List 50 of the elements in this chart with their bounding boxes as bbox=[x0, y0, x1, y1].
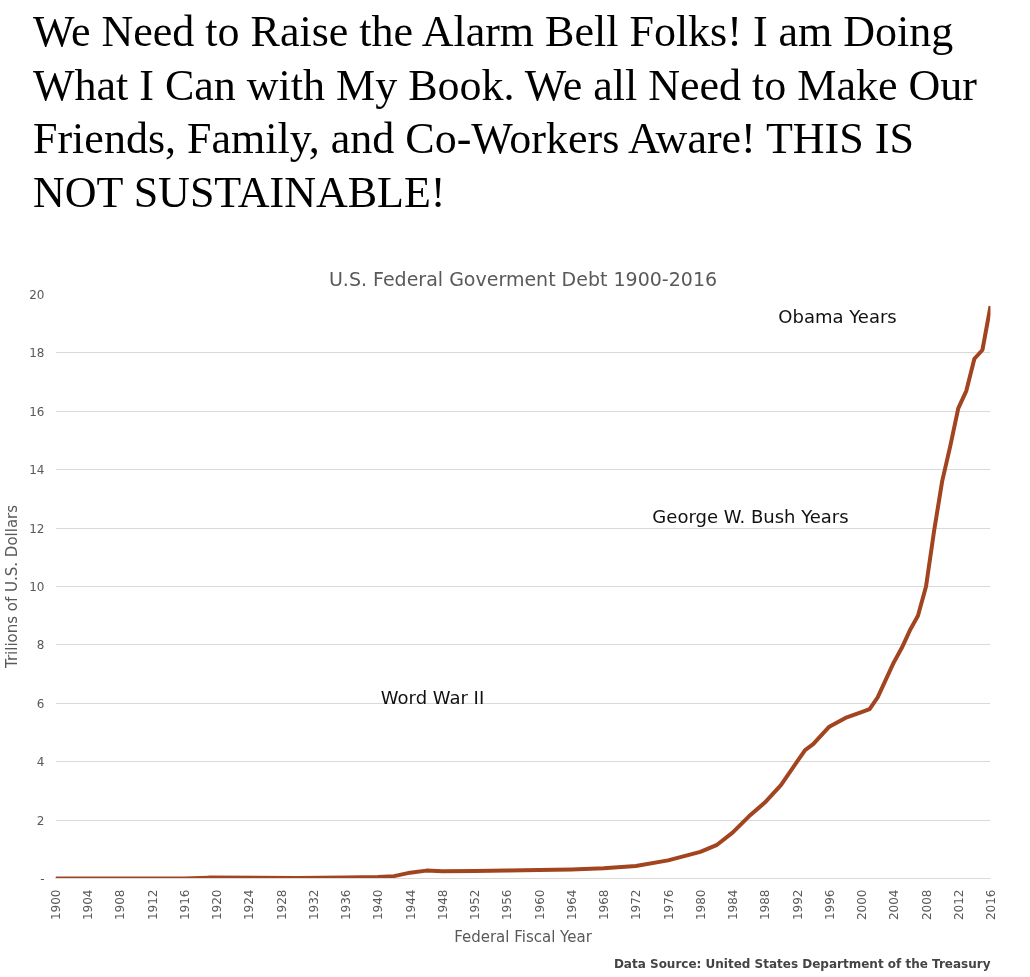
chart-title: We Need to Raise the Alarm Bell Folks! I am Doing What I Can with My Book. We all Need to Make Our Friends, Family, and Co-Workers Aware! THIS IS NOT SUSTAINABLE! bbox=[33, 6, 978, 219]
x-tick-label: 1924 bbox=[242, 889, 257, 921]
x-tick-label: 1928 bbox=[274, 889, 289, 921]
chart-subtitle: U.S. Federal Goverment Debt 1900-2016 bbox=[328, 267, 718, 290]
x-tick-label: 1952 bbox=[468, 889, 483, 921]
y-tick-label: 18 bbox=[29, 346, 45, 361]
x-tick-label: 1904 bbox=[81, 889, 96, 921]
x-tick-label: 2000 bbox=[855, 889, 870, 921]
y-tick-label: 20 bbox=[29, 288, 45, 302]
y-tick-label: 14 bbox=[29, 463, 45, 478]
x-tick-label: 1984 bbox=[726, 889, 741, 921]
y-tick-label: 12 bbox=[29, 521, 45, 536]
y-tick-label: 4 bbox=[36, 755, 45, 770]
x-tick-label: 1976 bbox=[661, 889, 676, 921]
x-axis-title: Federal Fiscal Year bbox=[454, 928, 593, 947]
y-axis-title: Trilions of U.S. Dollars bbox=[3, 504, 22, 670]
x-tick-label: 1996 bbox=[822, 889, 837, 921]
x-tick-label: 1972 bbox=[629, 889, 644, 921]
x-tick-label: 1960 bbox=[532, 889, 547, 921]
line-series bbox=[55, 304, 991, 879]
x-tick-label: 1968 bbox=[597, 889, 612, 921]
y-tick-label: 16 bbox=[29, 404, 45, 419]
annotation: Word War II bbox=[380, 687, 485, 708]
y-tick-label: - bbox=[40, 872, 45, 886]
y-tick-label: 6 bbox=[36, 696, 45, 711]
x-tick-label: 1980 bbox=[693, 889, 708, 921]
annotation: George W. Bush Years bbox=[652, 506, 849, 527]
x-tick-label: 2016 bbox=[984, 889, 998, 921]
annotation: Obama Years bbox=[778, 306, 897, 327]
x-tick-label: 1916 bbox=[177, 889, 192, 921]
x-tick-label: 1988 bbox=[758, 889, 773, 921]
x-tick-label: 1920 bbox=[210, 889, 225, 921]
x-tick-label: 1912 bbox=[145, 889, 160, 921]
x-tick-label: 2004 bbox=[887, 889, 902, 921]
x-tick-label: 1948 bbox=[435, 889, 450, 921]
x-tick-label: 1936 bbox=[339, 889, 354, 921]
x-tick-label: 1932 bbox=[306, 889, 321, 921]
y-tick-label: 10 bbox=[29, 580, 45, 594]
x-tick-label: 1956 bbox=[500, 889, 515, 921]
x-tick-label: 1900 bbox=[49, 889, 63, 921]
x-tick-label: 2012 bbox=[951, 889, 966, 921]
x-tick-label: 2008 bbox=[919, 889, 934, 921]
y-tick-label: 8 bbox=[36, 638, 45, 653]
x-tick-label: 1964 bbox=[564, 889, 579, 921]
x-tick-label: 1908 bbox=[113, 889, 128, 921]
y-tick-label: 2 bbox=[36, 813, 45, 828]
source-note: Data Source: United States Department of the Treasury bbox=[613, 956, 991, 971]
x-tick-label: 1944 bbox=[403, 889, 418, 921]
x-tick-label: 1940 bbox=[371, 889, 386, 921]
x-tick-label: 1992 bbox=[790, 889, 805, 921]
